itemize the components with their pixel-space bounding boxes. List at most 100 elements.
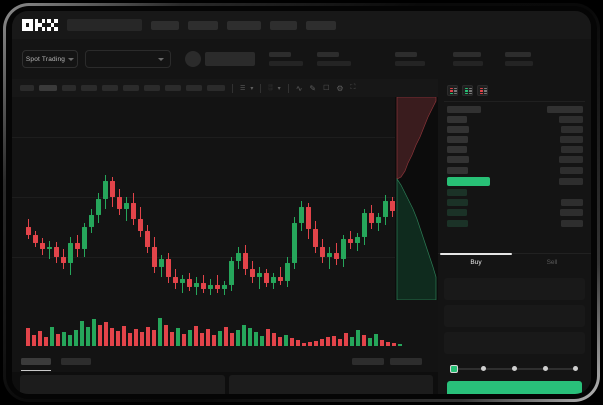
orderbook-bid-row[interactable] [447, 209, 583, 217]
order-amount-field[interactable] [444, 305, 585, 327]
volume-bar [386, 342, 390, 346]
orderbook-price [447, 166, 468, 174]
okx-logo[interactable] [22, 18, 58, 32]
symbol-select[interactable] [85, 50, 171, 68]
volume-bar [356, 330, 360, 346]
chart-gridline [12, 197, 438, 198]
orderbook-amount [559, 116, 583, 124]
candle-wick [49, 241, 50, 259]
volume-bar [62, 332, 66, 346]
price-chart[interactable] [12, 97, 438, 300]
indicators-icon[interactable]: ☰ [240, 85, 246, 92]
tab-open-orders[interactable] [21, 358, 51, 365]
volume-bar [278, 337, 282, 346]
nav-item-2[interactable] [188, 20, 218, 30]
timeframe-4h[interactable] [123, 85, 139, 91]
timeframe-1mo[interactable] [186, 85, 202, 91]
candle-body [292, 223, 297, 263]
slider-stop-100[interactable] [573, 366, 578, 372]
slider-stop-50[interactable] [512, 366, 517, 372]
orderbook-price [447, 189, 467, 197]
trading-mode-select[interactable]: Spot Trading [22, 50, 78, 68]
orderbook-bid-row[interactable] [447, 199, 583, 207]
slider-handle[interactable] [450, 365, 458, 373]
action-cancel-all[interactable] [390, 358, 422, 365]
candle-body [313, 229, 318, 247]
action-hide-other-pairs[interactable] [352, 358, 384, 365]
chart-type-chevron-down-icon[interactable]: ▾ [277, 85, 281, 92]
fullscreen-icon[interactable]: ⛶ [350, 84, 356, 91]
orderbook-ask-row[interactable] [447, 166, 583, 174]
timeframe-30m[interactable] [81, 85, 97, 91]
candle-wick [217, 275, 218, 293]
nav-item-5[interactable] [306, 20, 336, 30]
timeframe-more[interactable] [207, 85, 225, 91]
settings-gear-icon[interactable]: ⚙ [336, 83, 344, 93]
orderbook-ask-row[interactable] [447, 156, 583, 164]
orderbook-mode-bids[interactable] [462, 85, 473, 96]
candle-body [320, 247, 325, 257]
tab-sell[interactable]: Sell [546, 259, 558, 266]
orderbook-ask-row[interactable] [447, 136, 583, 144]
volume-bar [236, 330, 240, 346]
nav-item-4[interactable] [270, 20, 297, 30]
candle-body [236, 253, 241, 261]
orderbook-mode-both[interactable] [447, 85, 458, 96]
nav-item-3[interactable] [227, 20, 261, 30]
volume-bar [392, 343, 396, 346]
volume-bar [158, 318, 162, 346]
bottom-panel-right [228, 375, 433, 394]
timeframe-1w[interactable] [165, 85, 181, 91]
stat-24h-volume [453, 52, 483, 66]
orderbook-amount [560, 136, 583, 144]
volume-bar [254, 332, 258, 346]
orderbook[interactable] [438, 102, 591, 253]
candle-body [257, 273, 262, 277]
candle-body [61, 257, 66, 263]
header-search-input[interactable] [67, 19, 142, 31]
slider-stop-25[interactable] [481, 366, 486, 372]
percent-slider[interactable] [450, 364, 579, 374]
slider-stop-75[interactable] [543, 366, 548, 372]
candle-body [40, 243, 45, 249]
timeframe-1d[interactable] [144, 85, 160, 91]
orderbook-bid-row[interactable] [447, 219, 583, 227]
orderbook-mode-asks[interactable] [477, 85, 488, 96]
candle-wick [126, 197, 127, 221]
pencil-icon[interactable]: ✎ [309, 83, 317, 93]
submit-order-button[interactable] [447, 381, 582, 394]
volume-bar [98, 325, 102, 346]
orderbook-ask-row[interactable] [447, 146, 583, 154]
timeframe-1h[interactable] [102, 85, 118, 91]
orderbook-header [447, 106, 583, 113]
order-price-field[interactable] [444, 278, 585, 300]
chart-gridline [12, 137, 438, 138]
orderbook-bid-row[interactable] [447, 189, 583, 197]
volume-bar [284, 335, 288, 346]
volume-bar [176, 328, 180, 346]
tab-buy[interactable]: Buy [470, 259, 482, 266]
orderbook-amount [561, 126, 583, 134]
timeframe-15m[interactable] [62, 85, 76, 91]
candle-body [194, 283, 199, 287]
orderbook-ask-row[interactable] [447, 116, 583, 124]
timeframe-1m[interactable] [20, 85, 34, 91]
orderbook-last-price [447, 176, 583, 186]
stat-24h-high [317, 52, 351, 66]
okx-logo-o [22, 18, 33, 32]
volume-bar [56, 334, 60, 346]
app-screen: Spot Trading [12, 11, 591, 394]
order-total-field[interactable] [444, 332, 585, 354]
volume-bar [26, 328, 30, 346]
toolbar-divider [287, 83, 289, 93]
line-chart-icon[interactable]: ∿ [295, 83, 303, 93]
tab-order-history[interactable] [61, 358, 91, 365]
nav-item-1[interactable] [151, 20, 179, 30]
volume-bar [242, 325, 246, 346]
orderbook-ask-row[interactable] [447, 126, 583, 134]
candle-body [152, 247, 157, 267]
chart-type-icon[interactable]: ░ [268, 85, 273, 91]
timeframe-5m[interactable] [39, 85, 57, 91]
camera-icon[interactable]: ☐ [323, 85, 330, 92]
indicators-chevron-down-icon[interactable]: ▾ [250, 85, 254, 92]
